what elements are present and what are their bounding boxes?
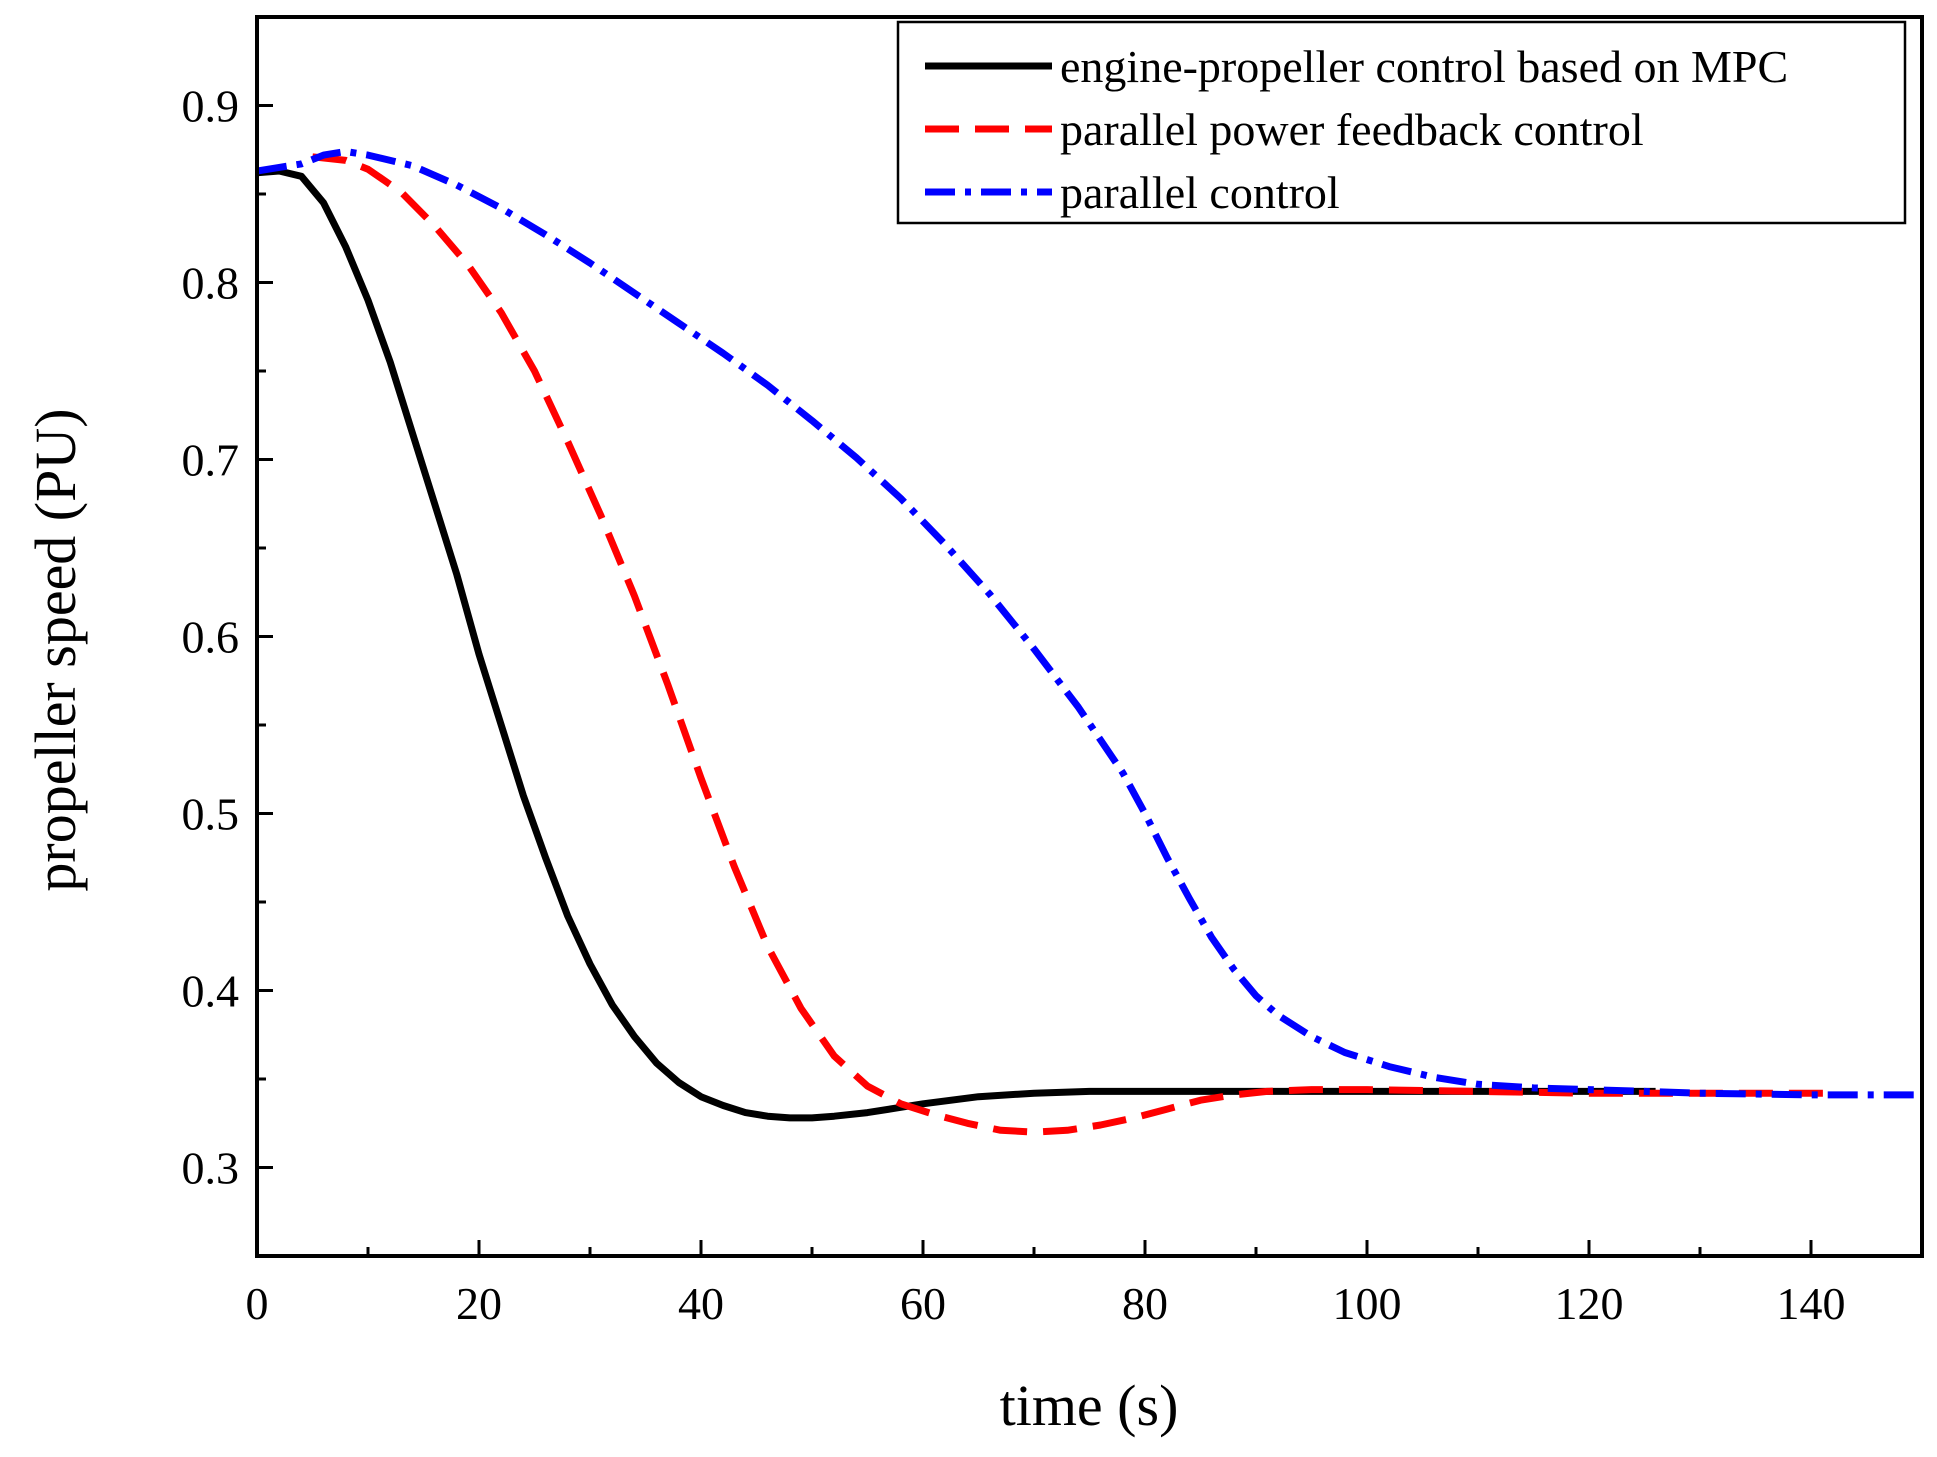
y-tick-label: 0.8 [182,258,240,309]
x-tick-label: 60 [900,1278,946,1329]
tick-label-layer: 0 20 40 60 80 100 120 140 0.3 0.4 0.5 0.6 0.7 0.8 0.9 [182,81,1846,1330]
x-tick-label: 140 [1777,1278,1846,1329]
y-tick-label: 0.4 [182,966,240,1017]
x-tick-label: 20 [456,1278,502,1329]
y-tick-label: 0.9 [182,81,240,132]
tick-layer [255,104,1813,1256]
legend-label-mpc: engine-propeller control based on MPC [1060,41,1788,92]
y-tick-label: 0.5 [182,789,240,840]
x-tick-label: 120 [1555,1278,1624,1329]
y-axis-label: propeller speed (PU) [23,408,88,891]
x-axis-label: time (s) [1000,1373,1179,1438]
legend: engine-propeller control based on MPC pa… [896,20,1907,225]
y-tick-label: 0.3 [182,1143,240,1194]
series-line-mpc [257,167,1656,1122]
y-tick-label: 0.6 [182,612,240,663]
x-tick-label: 100 [1333,1278,1402,1329]
y-tick-label: 0.7 [182,435,240,486]
legend-label-parallel: parallel control [1060,167,1340,218]
series-line-parallel [257,148,1922,1099]
legend-label-power-feedback: parallel power feedback control [1060,104,1644,155]
x-tick-label: 80 [1122,1278,1168,1329]
series-layer [257,148,1922,1136]
legend-box [896,20,1907,225]
x-tick-label: 0 [246,1278,269,1329]
x-tick-label: 40 [678,1278,724,1329]
